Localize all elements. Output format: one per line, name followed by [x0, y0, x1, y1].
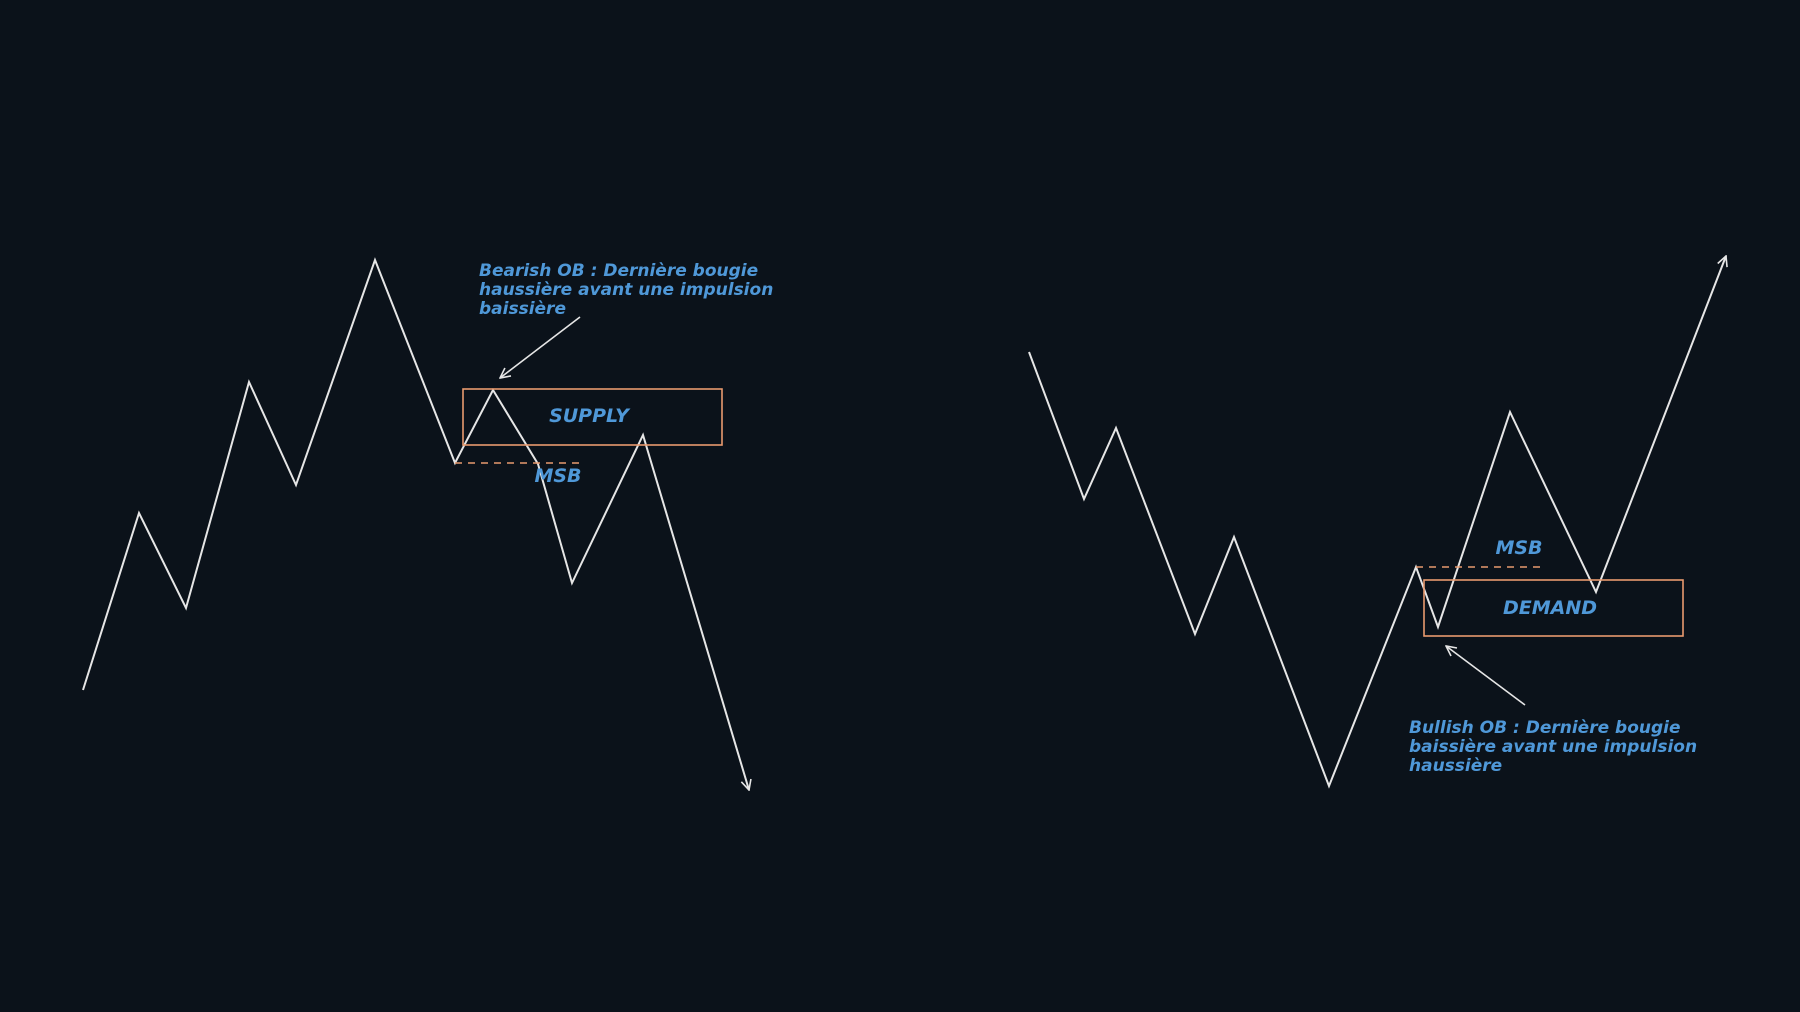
- demand-zone-label: DEMAND: [1503, 597, 1597, 619]
- bearish-msb-label: MSB: [534, 465, 581, 487]
- bearish-ob-note-line-2: haussière avant une impulsion: [479, 280, 773, 300]
- supply-zone-label: SUPPLY: [549, 405, 631, 427]
- bearish-ob-note: Bearish OB : Dernière bougie haussière a…: [479, 261, 779, 319]
- bearish-price-path: [83, 260, 749, 790]
- bullish-panel: DEMAND MSB Bullish OB : Dernière bougie …: [1029, 256, 1726, 786]
- bullish-ob-pointer-arrow: [1446, 646, 1525, 705]
- bullish-ob-note-line-1: Bullish OB : Dernière bougie: [1409, 718, 1681, 738]
- bearish-ob-note-line-3: baissière: [479, 299, 566, 319]
- bullish-ob-note: Bullish OB : Dernière bougie baissière a…: [1409, 718, 1703, 776]
- bullish-ob-note-line-2: baissière avant une impulsion: [1409, 737, 1697, 757]
- bearish-panel: SUPPLY MSB Bearish OB : Dernière bougie …: [83, 260, 779, 790]
- bullish-price-path: [1029, 256, 1726, 786]
- bearish-ob-pointer-arrow: [500, 317, 580, 378]
- bullish-msb-label: MSB: [1495, 537, 1542, 559]
- bearish-ob-note-line-1: Bearish OB : Dernière bougie: [479, 261, 758, 281]
- bullish-ob-note-line-3: haussière: [1409, 756, 1502, 776]
